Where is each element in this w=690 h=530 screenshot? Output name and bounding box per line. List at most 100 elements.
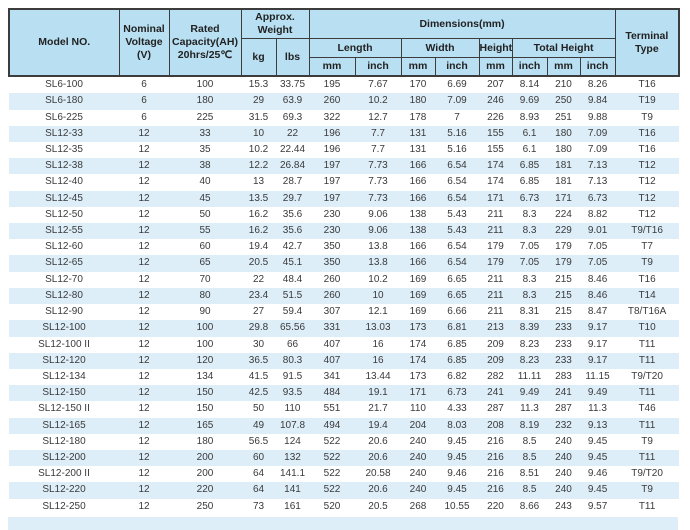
cell-total-height-mm: 215 (555, 289, 572, 301)
cell-capacity: 250 (196, 500, 214, 512)
cell-total-height-mm: 240 (555, 435, 572, 447)
cell-total-height-inch2: 9.88 (587, 111, 608, 123)
cell-total-height-mm: 240 (555, 468, 572, 480)
cell-voltage: 12 (138, 435, 150, 447)
cell-kg: 13 (252, 176, 265, 188)
cell-total-height-inch: 8.5 (522, 451, 537, 463)
cell-width-inch: 5.43 (447, 208, 467, 220)
cell-total-height-inch: 8.3 (522, 289, 537, 301)
table-header: Model NO. Nominal Voltage (V) Rated Capa… (8, 8, 680, 77)
cell-total-height-mm: 224 (555, 208, 572, 220)
cell-terminal: T11 (638, 354, 656, 366)
cell-total-height-inch2: 8.46 (587, 273, 608, 285)
cell-capacity: 100 (196, 79, 214, 91)
cell-total-height-mm: 180 (555, 127, 572, 139)
cell-length-mm: 407 (323, 354, 341, 366)
cell-length-inch: 7.67 (368, 79, 388, 91)
cell-total-height-inch2: 9.45 (587, 484, 608, 496)
cell-capacity: 225 (196, 111, 214, 123)
cell-length-mm: 484 (323, 387, 341, 399)
cell-height-mm: 179 (487, 257, 504, 269)
cell-model: SL12-40 (45, 176, 83, 188)
cell-model: SL12-100 (42, 322, 86, 334)
cell-kg: 29 (252, 95, 265, 107)
table-row: SL12-180 12 180 56.5 124 522 20.6 240 9.45 216 8.5… (9, 433, 680, 450)
cell-voltage: 12 (138, 160, 150, 172)
table-row: SL12-35 12 35 10.2 22.44 196 7.7 131 5.16 155 6.1 1… (9, 142, 680, 159)
cell-capacity: 120 (196, 354, 214, 366)
cell-length-inch: 9.06 (368, 208, 388, 220)
header-unit-width-mm: mm (400, 57, 436, 77)
cell-total-height-inch2: 8.82 (587, 208, 608, 220)
cell-length-mm: 407 (323, 338, 341, 350)
cell-voltage: 12 (138, 208, 150, 220)
cell-total-height-inch: 8.31 (519, 306, 540, 318)
cell-length-mm: 260 (323, 273, 341, 285)
footer-strip (8, 516, 678, 530)
header-unit-width-inch: inch (434, 57, 480, 77)
cell-total-height-inch: 8.3 (522, 208, 537, 220)
cell-lbs: 110 (284, 403, 301, 415)
cell-width-mm: 174 (409, 338, 427, 350)
cell-width-inch: 8.03 (447, 419, 467, 431)
cell-lbs: 59.4 (282, 306, 303, 318)
cell-total-height-inch: 8.93 (519, 111, 540, 123)
cell-capacity: 45 (199, 192, 211, 204)
cell-total-height-inch2: 9.57 (587, 500, 608, 512)
table-row: SL12-38 12 38 12.2 26.84 197 7.73 166 6.54 174 6.8… (9, 158, 680, 175)
cell-terminal: T12 (638, 176, 656, 188)
header-length: Length (308, 38, 402, 59)
cell-voltage: 12 (138, 127, 150, 139)
cell-voltage: 12 (138, 370, 150, 382)
cell-kg: 27 (252, 306, 265, 318)
cell-height-mm: 211 (487, 225, 504, 237)
cell-terminal: T12 (638, 208, 656, 220)
cell-width-inch: 9.45 (447, 484, 467, 496)
table-row: SL12-134 12 134 41.5 91.5 341 13.44 173 6.82 282 1… (9, 368, 680, 386)
spec-table-body: SL6-100 6 100 15.3 33.75 195 7.67 170 6.69 207 8.1… (9, 76, 680, 515)
cell-length-mm: 522 (323, 484, 341, 496)
cell-height-mm: 216 (487, 451, 504, 463)
cell-kg: 20.5 (248, 257, 269, 269)
cell-total-height-inch: 8.5 (522, 435, 537, 447)
cell-total-height-mm: 241 (555, 387, 572, 399)
cell-total-height-mm: 210 (555, 79, 572, 91)
cell-length-inch: 7.7 (371, 127, 385, 139)
cell-capacity: 80 (199, 289, 211, 301)
cell-total-height-inch: 6.73 (519, 192, 540, 204)
cell-total-height-inch2: 8.26 (587, 79, 608, 91)
cell-voltage: 12 (138, 322, 150, 334)
header-unit-th-inch: inch (511, 57, 548, 77)
cell-terminal: T11 (638, 387, 656, 399)
cell-length-mm: 260 (323, 289, 341, 301)
cell-lbs: 48.4 (282, 273, 303, 285)
cell-length-mm: 322 (323, 111, 341, 123)
cell-capacity: 150 (196, 403, 214, 415)
cell-model: SL12-60 (45, 241, 83, 253)
cell-terminal: T14 (638, 289, 656, 301)
cell-length-mm: 331 (323, 322, 341, 334)
cell-kg: 22 (252, 273, 265, 285)
cell-model: SL6-100 (45, 79, 83, 91)
cell-terminal: T46 (638, 403, 656, 415)
cell-voltage: 12 (138, 273, 150, 285)
cell-capacity: 65 (199, 257, 211, 269)
header-width: Width (400, 38, 480, 59)
cell-kg: 13.5 (248, 192, 269, 204)
cell-capacity: 38 (199, 160, 211, 172)
cell-width-inch: 5.16 (447, 144, 467, 156)
cell-voltage: 6 (141, 79, 147, 91)
header-unit-th-inch2: inch (579, 57, 616, 77)
cell-lbs: 42.7 (282, 241, 303, 253)
cell-capacity: 40 (199, 176, 211, 188)
cell-capacity: 200 (196, 451, 214, 463)
cell-total-height-inch: 8.5 (522, 484, 537, 496)
cell-terminal: T12 (638, 160, 656, 172)
cell-width-mm: 166 (409, 257, 427, 269)
cell-height-mm: 216 (487, 435, 504, 447)
cell-length-mm: 307 (323, 306, 341, 318)
header-dimensions: Dimensions(mm) (308, 8, 616, 40)
cell-width-mm: 178 (409, 111, 427, 123)
cell-width-mm: 169 (409, 273, 427, 285)
cell-length-mm: 260 (323, 95, 341, 107)
